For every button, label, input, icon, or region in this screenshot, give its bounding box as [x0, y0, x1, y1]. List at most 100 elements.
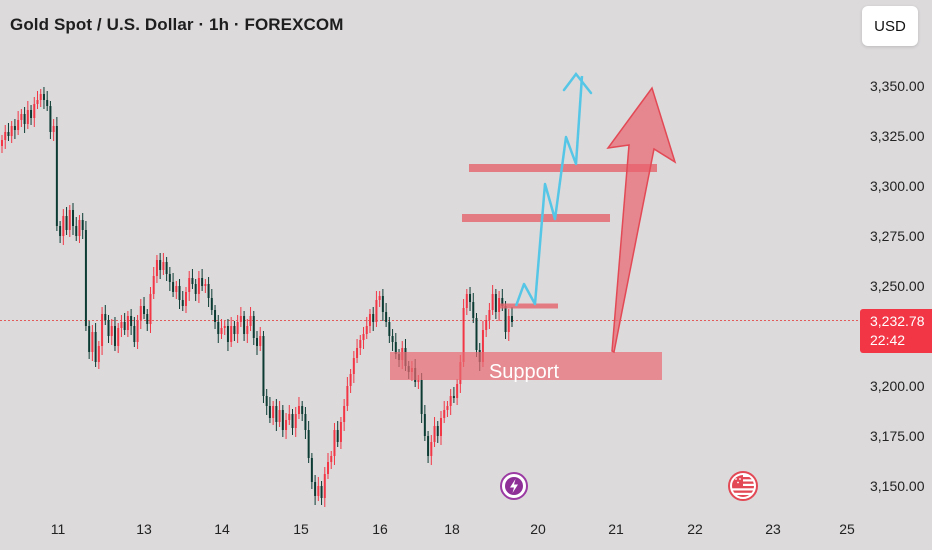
- candle-body: [507, 316, 510, 332]
- bar-countdown: 22:42: [870, 332, 906, 348]
- candle: [365, 317, 368, 339]
- candle: [368, 309, 371, 333]
- candle: [433, 417, 436, 447]
- candle-body: [88, 326, 91, 352]
- candle: [346, 377, 349, 411]
- candle-body: [262, 336, 265, 396]
- price-tick-label: 3,325.00: [870, 128, 925, 144]
- candle: [304, 407, 307, 439]
- support-zone[interactable]: [390, 352, 662, 380]
- candle-body: [491, 294, 494, 310]
- candle: [75, 217, 78, 241]
- candle: [236, 315, 239, 343]
- candle-body: [49, 106, 52, 132]
- price-tick-label: 3,200.00: [870, 378, 925, 394]
- candle: [113, 317, 116, 351]
- currency-button[interactable]: USD: [862, 6, 918, 46]
- candle: [168, 267, 171, 291]
- candle: [294, 407, 297, 437]
- candle-body: [352, 358, 355, 374]
- candle-body: [62, 216, 65, 236]
- candle-body: [301, 406, 304, 414]
- candle: [449, 389, 452, 415]
- candle: [494, 289, 497, 319]
- candle: [391, 329, 394, 351]
- candle: [356, 339, 359, 363]
- candle: [456, 379, 459, 405]
- time-tick-label: 13: [136, 521, 152, 537]
- candle: [262, 331, 265, 403]
- candle-body: [101, 314, 104, 346]
- candle-body: [449, 396, 452, 406]
- candle: [268, 397, 271, 423]
- candle: [359, 335, 362, 355]
- candle-body: [481, 330, 484, 362]
- candle: [117, 323, 120, 353]
- candle: [475, 313, 478, 357]
- chart-title: Gold Spot / U.S. Dollar · 1h · FOREXCOM: [10, 15, 344, 34]
- candle-body: [275, 406, 278, 422]
- candle: [172, 273, 175, 297]
- candle: [372, 307, 375, 331]
- us-flag-event-icon[interactable]: [728, 471, 758, 501]
- candle-body: [285, 420, 288, 430]
- candle-body: [91, 332, 94, 352]
- bullish-arrow[interactable]: [606, 86, 677, 354]
- candle: [88, 321, 91, 359]
- candle: [230, 317, 233, 347]
- candle-body: [20, 114, 23, 120]
- entry-level-line[interactable]: [500, 303, 558, 309]
- candle-body: [494, 294, 497, 312]
- candle: [126, 311, 129, 337]
- candle: [149, 287, 152, 333]
- candle: [259, 327, 262, 351]
- candle-body: [155, 260, 158, 276]
- candle: [378, 291, 381, 307]
- candle-body: [259, 336, 262, 346]
- candle: [52, 119, 55, 141]
- price-tick-label: 3,175.00: [870, 428, 925, 444]
- candle-body: [75, 226, 78, 236]
- candle-body: [42, 94, 45, 100]
- candle-body: [501, 298, 504, 306]
- candle-body: [304, 414, 307, 430]
- candle: [439, 411, 442, 445]
- projected-path-line[interactable]: [514, 75, 584, 307]
- candle-body: [462, 308, 465, 362]
- resistance-line-lower[interactable]: [462, 214, 610, 222]
- candle: [488, 303, 491, 329]
- candle-body: [130, 316, 133, 326]
- candle-body: [10, 126, 13, 136]
- candle-body: [39, 94, 42, 100]
- candle: [343, 399, 346, 431]
- candle: [33, 97, 36, 127]
- price-tick-label: 3,300.00: [870, 178, 925, 194]
- candle: [472, 293, 475, 323]
- candle-body: [107, 320, 110, 336]
- candle-body: [126, 316, 129, 330]
- candle-body: [427, 436, 430, 456]
- candle: [443, 401, 446, 423]
- candle: [323, 467, 326, 507]
- candle: [388, 317, 391, 343]
- candle: [146, 309, 149, 331]
- candle-body: [472, 302, 475, 318]
- candle: [84, 221, 87, 331]
- candle: [430, 435, 433, 465]
- candle: [81, 213, 84, 239]
- candle-body: [149, 294, 152, 324]
- candle-body: [172, 282, 175, 292]
- candle: [201, 269, 204, 291]
- candle-body: [436, 426, 439, 436]
- candle: [49, 101, 52, 139]
- candle: [4, 125, 7, 149]
- candle: [59, 221, 62, 243]
- candle-body: [433, 426, 436, 442]
- candle-body: [120, 322, 123, 328]
- candle-body: [346, 386, 349, 406]
- candle-body: [394, 342, 397, 354]
- candle-body: [191, 278, 194, 284]
- lightning-event-icon[interactable]: [500, 472, 528, 500]
- candle-body: [143, 306, 146, 314]
